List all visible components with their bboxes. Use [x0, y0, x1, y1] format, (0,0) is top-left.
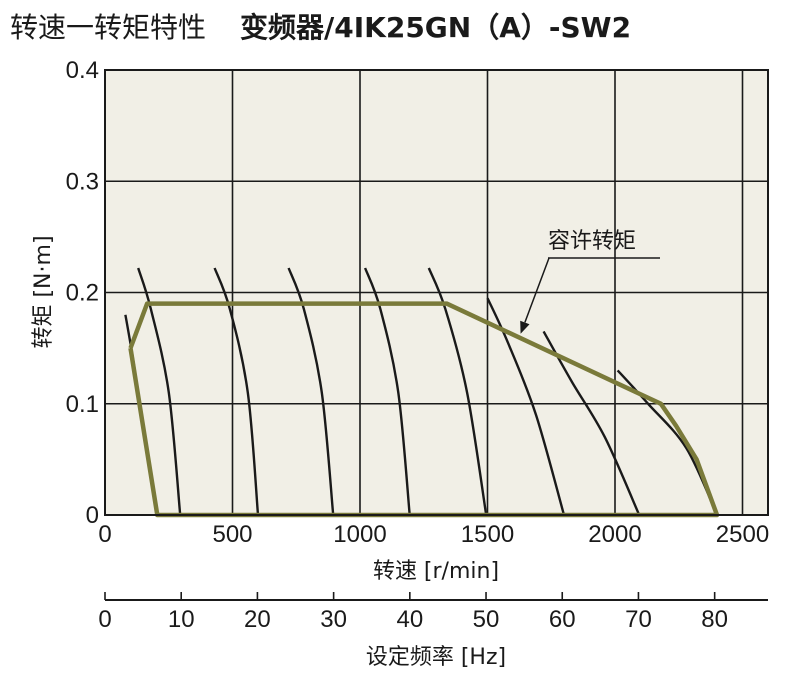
- annotation-leader-line: [524, 257, 550, 323]
- x-tick-label: 1000: [333, 521, 386, 548]
- frequency-tick-label: 0: [98, 606, 111, 633]
- chart-title: 转速一转矩特性 变频器/4IK25GN（A）-SW2: [10, 6, 631, 46]
- x-tick-label: 500: [212, 521, 252, 548]
- y-tick-label: 0: [86, 502, 99, 529]
- speed-torque-curve-5: [363, 267, 411, 516]
- x-tick-label: 2500: [716, 521, 769, 548]
- frequency-ticks: 0 10 20 30 40 50 60 70 80: [98, 592, 728, 633]
- y-axis-label: 转矩 [N·m]: [31, 235, 56, 348]
- x-tick-label: 2000: [588, 521, 641, 548]
- speed-torque-curve-4: [287, 267, 335, 516]
- x-tick-label: 0: [98, 521, 111, 548]
- frequency-axis-label: 设定频率 [Hz]: [366, 645, 506, 670]
- speed-torque-curve-6: [427, 267, 488, 516]
- frequency-tick-label: 80: [701, 606, 728, 633]
- y-tick-label: 0.3: [66, 168, 99, 195]
- annotation-label: 容许转矩: [548, 229, 636, 254]
- y-tick-labels: 0 0.1 0.2 0.3 0.4: [66, 57, 99, 529]
- frequency-tick-label: 20: [244, 606, 271, 633]
- speed-torque-curve-3: [213, 267, 260, 516]
- speed-torque-curve-2: [137, 267, 182, 516]
- x-tick-label: 1500: [461, 521, 514, 548]
- annotation-arrowhead: [520, 320, 530, 334]
- frequency-tick-label: 50: [473, 606, 500, 633]
- x-axis-label: 转速 [r/min]: [373, 559, 499, 584]
- chart-title-model: 变频器/4IK25GN（A）-SW2: [240, 11, 632, 44]
- y-tick-label: 0.2: [66, 280, 99, 307]
- y-tick-label: 0.1: [66, 391, 99, 418]
- y-tick-label: 0.4: [66, 57, 99, 84]
- frequency-tick-label: 70: [625, 606, 652, 633]
- plot-frame: [104, 69, 769, 516]
- frequency-tick-label: 60: [549, 606, 576, 633]
- frequency-tick-label: 30: [320, 606, 347, 633]
- annotation-group: 容许转矩: [520, 229, 660, 334]
- frequency-tick-label: 10: [168, 606, 195, 633]
- speed-torque-curve-7: [486, 297, 566, 516]
- chart-title-main: 转速一转矩特性: [10, 11, 207, 44]
- frequency-tick-label: 40: [396, 606, 423, 633]
- x-tick-labels: 0 500 1000 1500 2000 2500: [98, 521, 769, 548]
